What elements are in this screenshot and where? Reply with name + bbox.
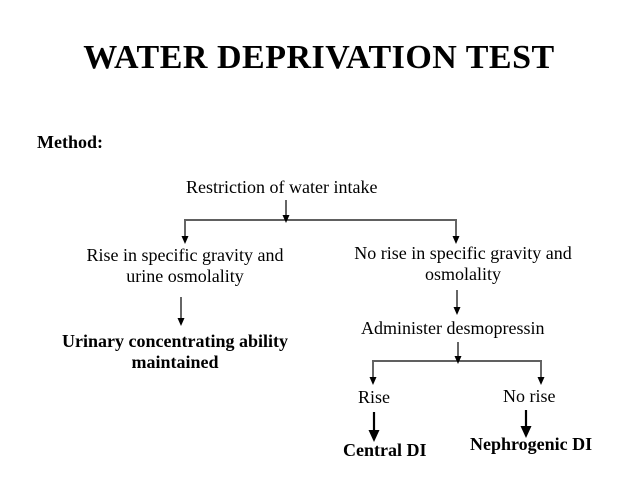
node-no-rise: No rise [503,386,556,406]
node-rise-specific-gravity: Rise in specific gravity and urine osmol… [40,245,330,286]
node-no-rise-specific-gravity-line1: No rise in specific gravity and [354,243,572,263]
page-title: WATER DEPRIVATION TEST [83,39,555,76]
node-restriction: Restriction of water intake [186,177,378,197]
node-concentrating-ability-line2: maintained [131,351,219,372]
node-no-rise-specific-gravity: No rise in specific gravity and osmolali… [322,243,604,284]
node-concentrating-ability-line1: Urinary concentrating ability [62,331,288,351]
method-label: Method: [37,132,103,152]
node-central-di: Central DI [343,440,427,460]
node-rise-specific-gravity-line1: Rise in specific gravity and [86,245,284,265]
node-nephrogenic-di: Nephrogenic DI [470,434,593,454]
node-rise: Rise [358,387,391,407]
node-concentrating-ability: Urinary concentrating ability maintained [30,331,320,372]
node-rise-specific-gravity-line2: urine osmolality [126,265,244,286]
node-no-rise-specific-gravity-line2: osmolality [425,263,501,284]
node-administer-desmopressin: Administer desmopressin [361,318,545,338]
